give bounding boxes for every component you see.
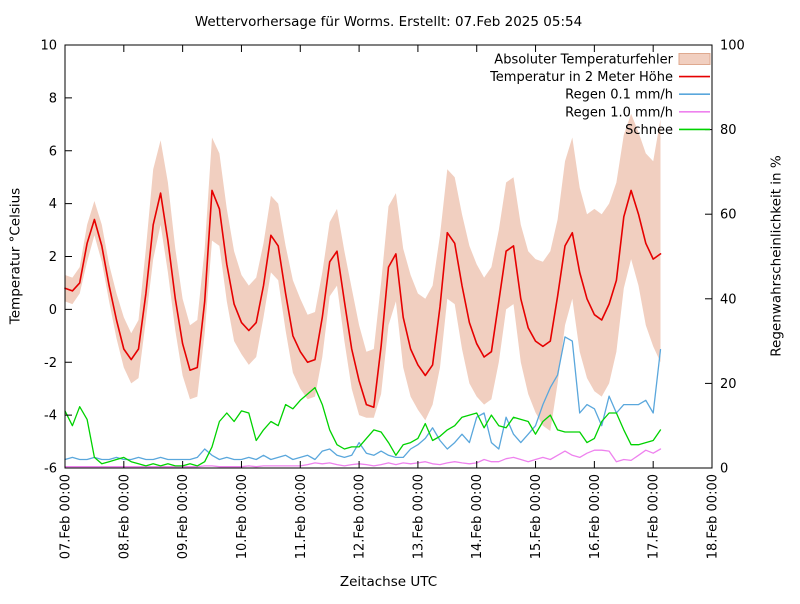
x-tick-label: 09.Feb 00:00 bbox=[176, 474, 191, 559]
legend-label-2: Temperatur in 2 Meter Höhe bbox=[489, 70, 673, 85]
x-tick-label: 12.Feb 00:00 bbox=[353, 474, 368, 559]
temperature-error-band bbox=[65, 113, 661, 431]
legend-label-5: Schnee bbox=[625, 123, 673, 138]
y-left-tick-label: 8 bbox=[49, 91, 57, 106]
x-tick-label: 14.Feb 00:00 bbox=[470, 474, 485, 559]
y-right-tick-label: 100 bbox=[720, 39, 745, 54]
x-tick-label: 08.Feb 00:00 bbox=[117, 474, 132, 559]
y-left-tick-label: -6 bbox=[44, 462, 57, 477]
y-left-tick-label: 0 bbox=[49, 303, 57, 318]
legend-label-1: Absoluter Temperaturfehler bbox=[494, 53, 673, 68]
series-line-temperatur-in-2-meter-h-he bbox=[64, 189, 662, 408]
x-tick-label: 15.Feb 00:00 bbox=[529, 474, 544, 559]
legend-label-3: Regen 0.1 mm/h bbox=[565, 88, 673, 103]
series-line-regen-0-1-mm-h bbox=[64, 336, 662, 461]
y-left-tick-label: 2 bbox=[49, 250, 57, 265]
y-right-tick-label: 0 bbox=[720, 462, 728, 477]
x-tick-label: 17.Feb 00:00 bbox=[647, 474, 662, 559]
y-right-tick-label: 60 bbox=[720, 208, 737, 223]
y-left-tick-label: -2 bbox=[44, 356, 57, 371]
x-tick-label: 10.Feb 00:00 bbox=[235, 474, 250, 559]
legend-swatch-band bbox=[678, 53, 711, 65]
legend-label-4: Regen 1.0 mm/h bbox=[565, 105, 673, 120]
chart-title: Wettervorhersage für Worms. Erstellt: 07… bbox=[194, 14, 583, 30]
x-tick-label: 13.Feb 00:00 bbox=[411, 474, 426, 559]
series-line-regen-1-0-mm-h bbox=[64, 448, 662, 468]
series-line-schnee bbox=[64, 386, 662, 467]
y-right-tick-label: 20 bbox=[720, 377, 737, 392]
y-left-tick-label: 6 bbox=[49, 144, 57, 159]
y-right-tick-label: 40 bbox=[720, 292, 737, 307]
y-left-tick-label: -4 bbox=[44, 409, 57, 424]
x-tick-label: 07.Feb 00:00 bbox=[59, 474, 74, 559]
y-left-tick-label: 10 bbox=[40, 39, 57, 54]
y-left-axis-title: Temperatur °Celsius bbox=[7, 187, 24, 325]
x-axis-title: Zeitachse UTC bbox=[339, 574, 438, 590]
y-left-tick-label: 4 bbox=[49, 197, 57, 212]
y-right-axis-title: Regenwahrscheinlichkeit in % bbox=[768, 155, 785, 357]
y-right-tick-label: 80 bbox=[720, 123, 737, 138]
x-tick-label: 16.Feb 00:00 bbox=[588, 474, 603, 559]
x-tick-label: 11.Feb 00:00 bbox=[294, 474, 309, 559]
x-tick-label: 18.Feb 00:00 bbox=[706, 474, 721, 559]
